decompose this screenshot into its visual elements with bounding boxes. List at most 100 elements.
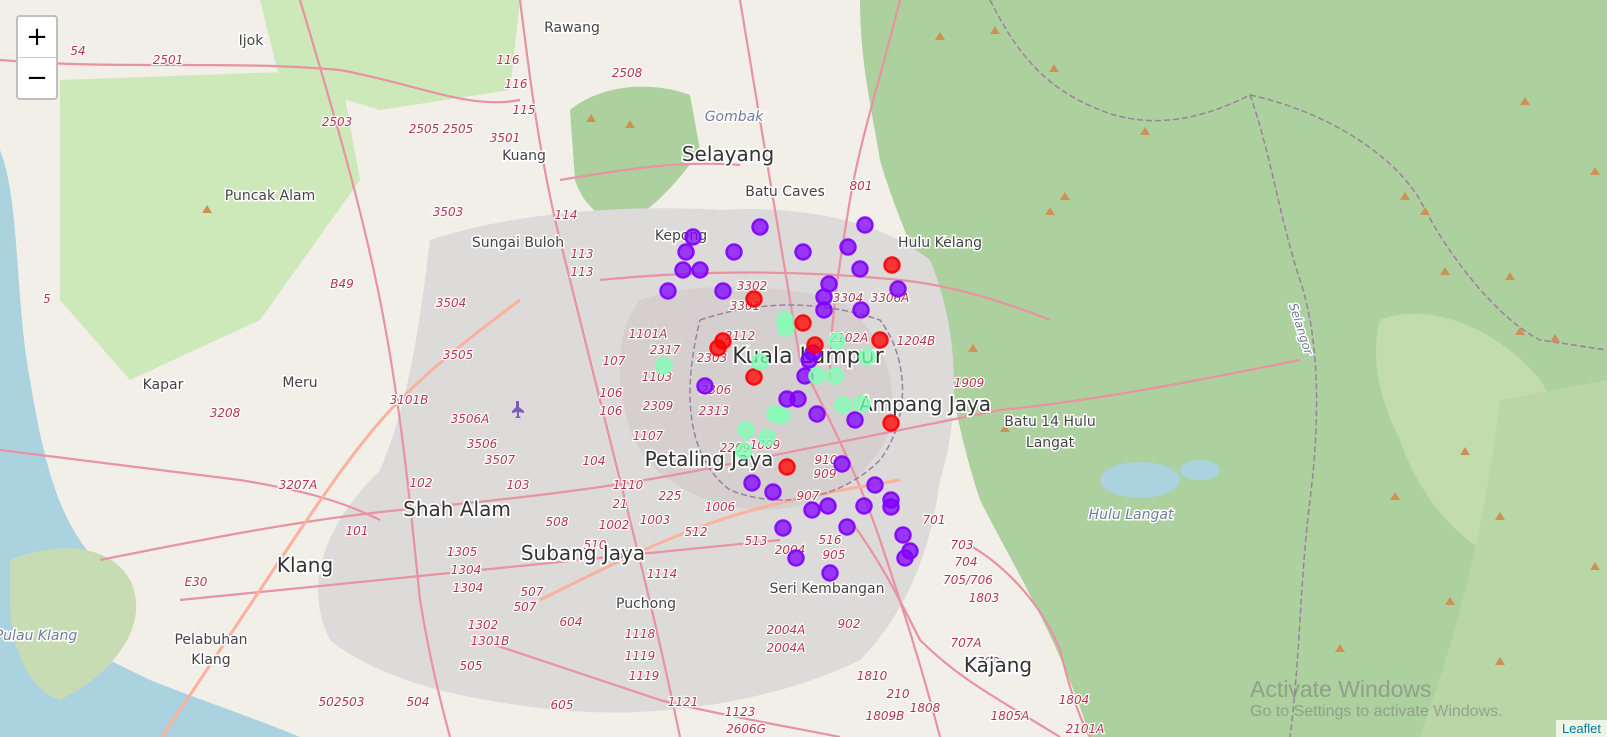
- road-number-label: 1809B: [866, 709, 905, 723]
- cluster-marker-purple[interactable]: [751, 218, 769, 236]
- road-number-label: 3507: [485, 453, 516, 467]
- marker-layer[interactable]: [655, 216, 919, 582]
- cluster-marker-purple[interactable]: [889, 280, 907, 298]
- cluster-marker-purple[interactable]: [774, 519, 792, 537]
- road-number-label: 115: [513, 103, 536, 117]
- road-number-label: 2317: [650, 343, 681, 357]
- road-number-label: 1909: [954, 376, 985, 390]
- cluster-marker-purple[interactable]: [725, 243, 743, 261]
- road-number-label: 905: [823, 548, 846, 562]
- town-label: Gombak: [705, 109, 765, 125]
- road-number-label: 507: [521, 585, 544, 599]
- cluster-marker-red[interactable]: [778, 458, 796, 476]
- road-number-label: 703: [951, 538, 974, 552]
- cluster-marker-green[interactable]: [828, 332, 846, 350]
- cluster-marker-purple[interactable]: [833, 455, 851, 473]
- cluster-marker-red[interactable]: [745, 290, 763, 308]
- cluster-marker-purple[interactable]: [803, 501, 821, 519]
- town-label: Batu 14 Hulu: [1004, 414, 1095, 430]
- road-number-label: 513: [745, 534, 768, 548]
- road-number-label: 1101A: [629, 327, 668, 341]
- road-number-label: 114: [555, 208, 578, 222]
- road-number-label: 1803: [969, 591, 1000, 605]
- cluster-marker-red[interactable]: [883, 256, 901, 274]
- road-number-label: 54: [70, 44, 85, 58]
- zoom-out-button[interactable]: −: [18, 57, 56, 98]
- road-number-label: 104: [583, 454, 606, 468]
- cluster-marker-green[interactable]: [808, 367, 826, 385]
- cluster-marker-red[interactable]: [871, 331, 889, 349]
- cluster-marker-purple[interactable]: [677, 243, 695, 261]
- cluster-marker-purple[interactable]: [659, 282, 677, 300]
- town-label: Puncak Alam: [225, 188, 315, 204]
- road-number-label: 604: [560, 615, 583, 629]
- cluster-marker-purple[interactable]: [838, 518, 856, 536]
- cluster-marker-purple[interactable]: [846, 411, 864, 429]
- road-number-label: 508: [546, 515, 569, 529]
- forest-east: [860, 0, 1607, 737]
- road-number-label: 2503: [322, 115, 353, 129]
- cluster-marker-purple[interactable]: [896, 549, 914, 567]
- road-number-label: 505: [460, 659, 483, 673]
- cluster-marker-purple[interactable]: [851, 260, 869, 278]
- road-number-label: 2505: [443, 122, 474, 136]
- cluster-marker-green[interactable]: [777, 319, 795, 337]
- cluster-marker-red[interactable]: [745, 368, 763, 386]
- zoom-control: + −: [16, 15, 58, 100]
- road-number-label: 605: [551, 698, 574, 712]
- cluster-marker-purple[interactable]: [674, 261, 692, 279]
- cluster-marker-green[interactable]: [858, 348, 876, 366]
- cluster-marker-purple[interactable]: [821, 564, 839, 582]
- cluster-marker-purple[interactable]: [764, 483, 782, 501]
- road-number-label: 1302: [468, 618, 499, 632]
- cluster-marker-red[interactable]: [709, 339, 727, 357]
- cluster-marker-purple[interactable]: [714, 282, 732, 300]
- peak-markers: [202, 26, 1600, 665]
- cluster-marker-purple[interactable]: [866, 476, 884, 494]
- town-label: Puchong: [616, 596, 676, 612]
- cluster-marker-purple[interactable]: [743, 474, 761, 492]
- cluster-marker-green[interactable]: [853, 395, 871, 413]
- cluster-marker-purple[interactable]: [696, 377, 714, 395]
- town-label: Pelabuhan: [174, 632, 247, 648]
- cluster-marker-purple[interactable]: [856, 216, 874, 234]
- cluster-marker-purple[interactable]: [691, 261, 709, 279]
- town-label: Langat: [1026, 435, 1075, 451]
- cluster-marker-green[interactable]: [737, 421, 755, 439]
- sea-south: [0, 600, 300, 737]
- forest-far-east: [1420, 380, 1607, 737]
- cluster-marker-green[interactable]: [758, 429, 776, 447]
- attribution-link[interactable]: Leaflet: [1555, 720, 1607, 737]
- cluster-marker-green[interactable]: [735, 442, 753, 460]
- cluster-marker-purple[interactable]: [819, 497, 837, 515]
- town-label: Ijok: [239, 33, 265, 49]
- cluster-marker-purple[interactable]: [882, 498, 900, 516]
- cluster-marker-purple[interactable]: [800, 351, 818, 369]
- cluster-marker-purple[interactable]: [789, 390, 807, 408]
- cluster-marker-purple[interactable]: [808, 405, 826, 423]
- cluster-marker-purple[interactable]: [815, 301, 833, 319]
- cluster-marker-red[interactable]: [794, 314, 812, 332]
- cluster-marker-purple[interactable]: [855, 497, 873, 515]
- town-label: Kapar: [143, 377, 184, 393]
- cluster-marker-green[interactable]: [751, 353, 769, 371]
- city-label: Kajang: [964, 653, 1032, 677]
- cluster-marker-purple[interactable]: [794, 243, 812, 261]
- cluster-marker-green[interactable]: [834, 396, 852, 414]
- cluster-marker-purple[interactable]: [852, 301, 870, 319]
- cluster-marker-purple[interactable]: [894, 526, 912, 544]
- road-number-label: 504: [407, 695, 430, 709]
- zoom-in-button[interactable]: +: [26, 22, 48, 52]
- cluster-marker-purple[interactable]: [839, 238, 857, 256]
- cluster-marker-red[interactable]: [882, 414, 900, 432]
- cluster-marker-purple[interactable]: [684, 228, 702, 246]
- road-number-label: 2309: [643, 399, 674, 413]
- cluster-marker-green[interactable]: [655, 357, 673, 375]
- cluster-marker-green[interactable]: [773, 407, 791, 425]
- cluster-marker-red[interactable]: [806, 336, 824, 354]
- cluster-marker-purple[interactable]: [787, 549, 805, 567]
- road-number-label: 3506: [467, 437, 498, 451]
- cluster-marker-green[interactable]: [826, 367, 844, 385]
